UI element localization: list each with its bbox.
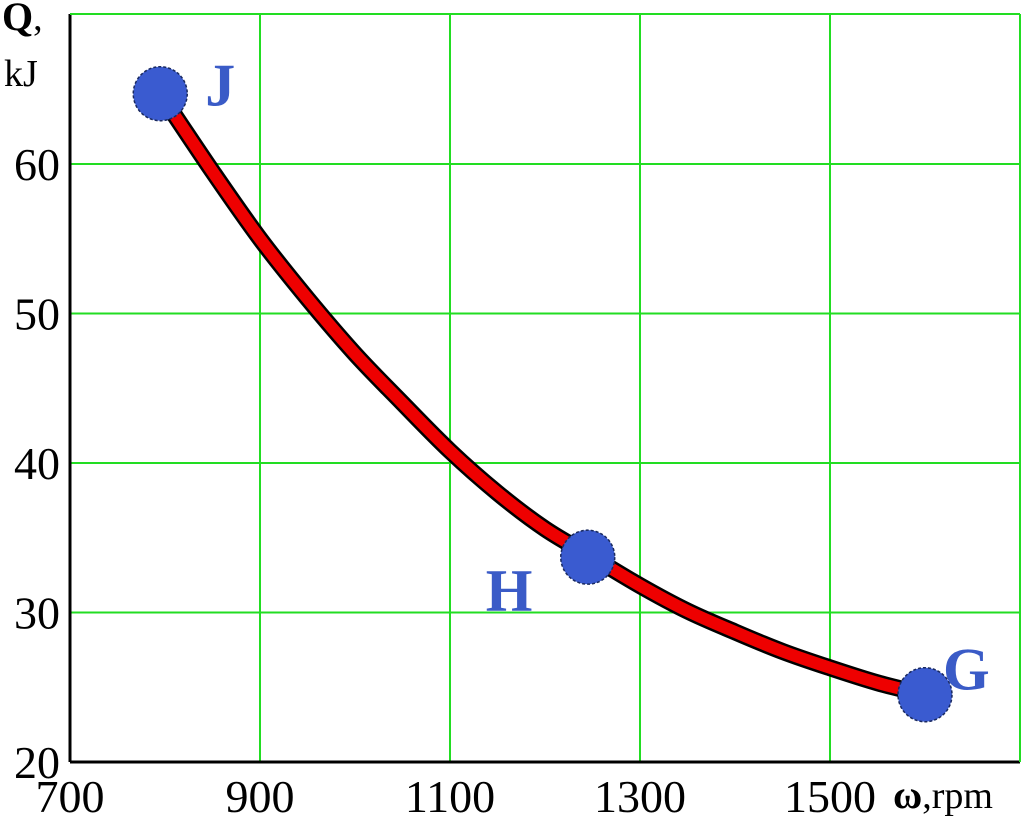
x-tick-labels: 700 900 1100 1300 1500 [36, 771, 877, 817]
x-axis-label: ω,rpm [893, 772, 993, 817]
y-axis-symbol: Q [2, 0, 33, 39]
y-axis-label: Q, [2, 0, 43, 39]
x-tick-label: 700 [36, 771, 105, 817]
x-axis-symbol: ω [893, 772, 922, 817]
point-H [560, 529, 616, 585]
y-tick-label: 60 [14, 139, 60, 190]
y-tick-label: 40 [14, 438, 60, 489]
data-points: J H G [132, 53, 990, 723]
point-G [897, 666, 953, 723]
x-tick-label: 1300 [594, 771, 686, 817]
point-label-J: J [205, 53, 235, 119]
point-J [132, 65, 188, 122]
y-tick-labels: 20 30 40 50 60 [14, 139, 60, 788]
x-axis-separator: , [922, 775, 932, 817]
y-tick-label: 50 [14, 289, 60, 340]
point-label-H: H [486, 558, 533, 624]
curve-line [154, 87, 931, 701]
series-curve [151, 85, 934, 704]
y-tick-label: 30 [14, 588, 60, 639]
point-label-G: G [943, 637, 990, 703]
x-tick-label: 1100 [405, 771, 495, 817]
x-tick-label: 1500 [784, 771, 876, 817]
y-axis-separator: , [33, 0, 43, 39]
grid [70, 14, 1020, 762]
x-tick-label: 900 [226, 771, 295, 817]
x-axis-unit: rpm [932, 775, 993, 817]
y-axis-unit: kJ [4, 53, 38, 95]
y-tick-label: 20 [14, 737, 60, 788]
